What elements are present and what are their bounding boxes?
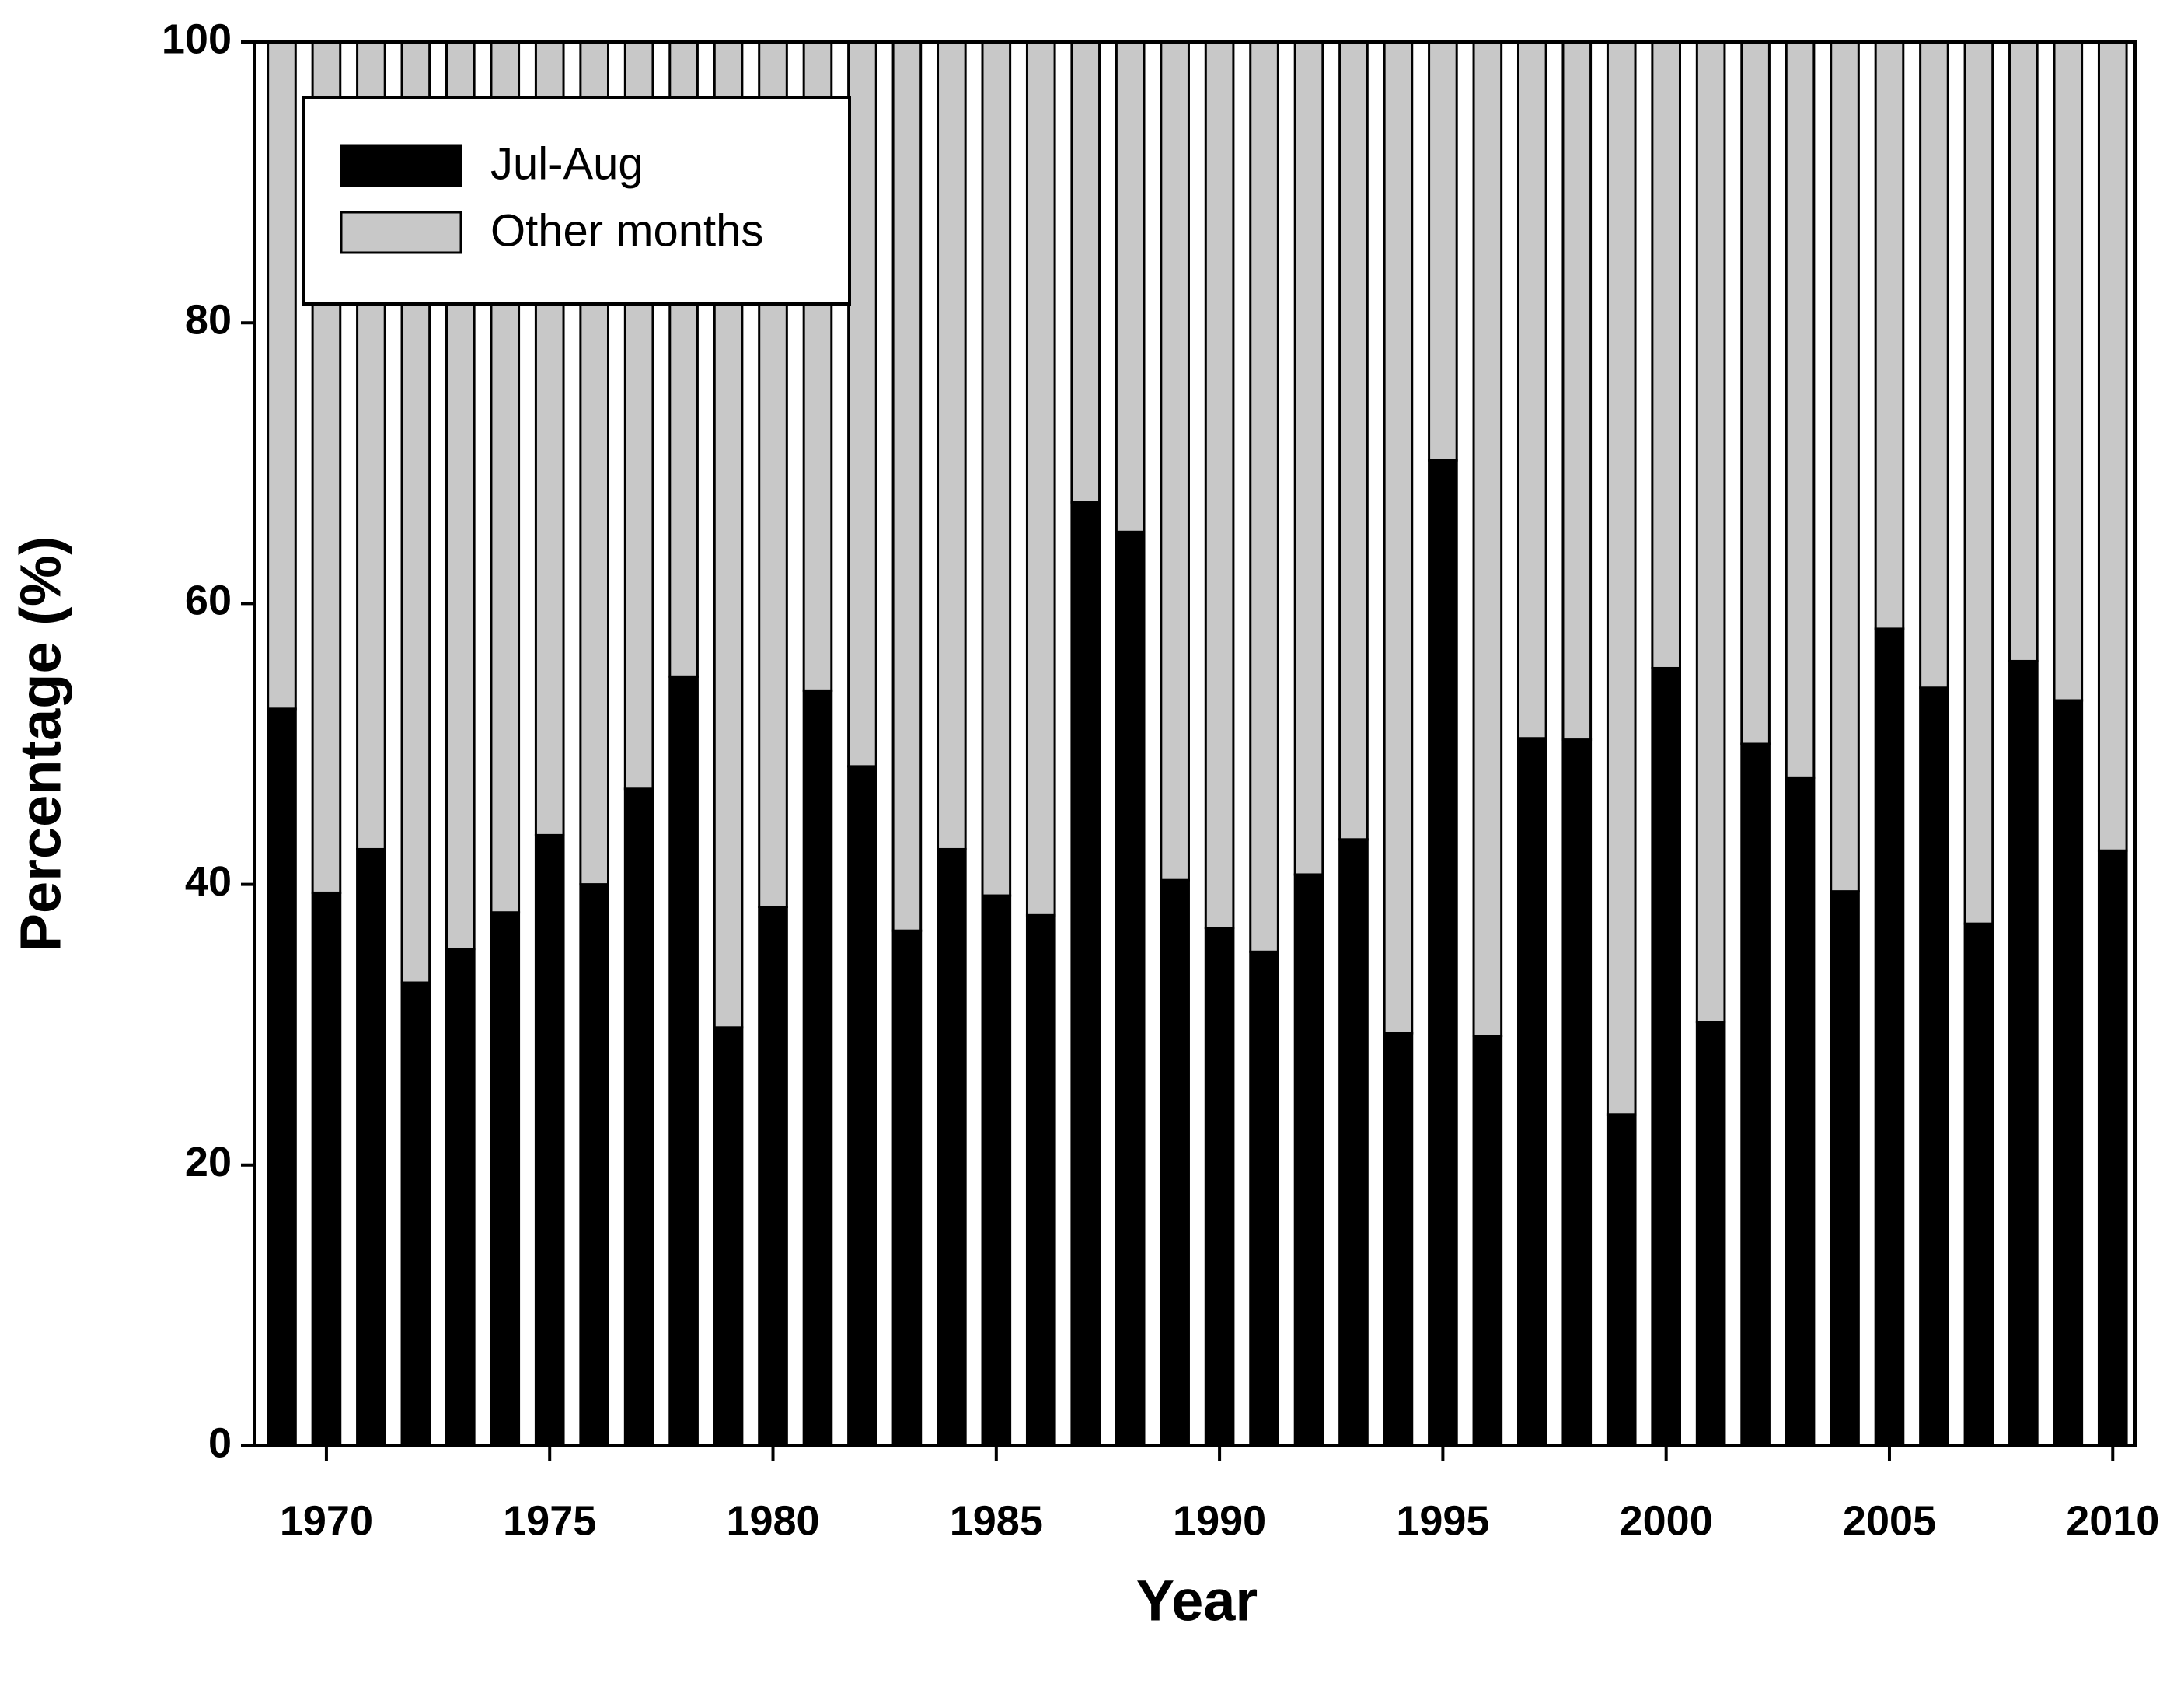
bar-segment (891, 929, 923, 1447)
bar-segment (1338, 40, 1369, 841)
bar-segment (1606, 40, 1637, 1116)
bar-segment (2008, 659, 2039, 1447)
bar-segment (445, 948, 476, 1447)
bar-segment (2097, 849, 2128, 1447)
bar-segment (847, 765, 877, 1447)
legend-swatch (340, 144, 462, 187)
bar-segment (1740, 742, 1771, 1447)
bar-segment (579, 883, 609, 1447)
bar-segment (1428, 40, 1458, 462)
bar-segment (1472, 40, 1503, 1038)
bar-segment (1695, 1021, 1726, 1447)
bar-segment (534, 833, 565, 1447)
bar-segment (267, 40, 297, 711)
bar-segment (1651, 666, 1681, 1447)
y-tick-label: 40 (185, 858, 232, 905)
bar-segment (668, 675, 699, 1447)
x-tick-label: 1985 (950, 1497, 1043, 1544)
bar-segment (1204, 40, 1235, 930)
x-tick-label: 1990 (1173, 1497, 1266, 1544)
legend-label: Other months (490, 205, 763, 256)
bar-segment (1785, 776, 1816, 1447)
bar-segment (1472, 1035, 1503, 1447)
bar-segment (847, 40, 877, 768)
bar-segment (1695, 40, 1726, 1024)
bar-segment (1070, 501, 1101, 1447)
bar-segment (1249, 40, 1279, 953)
bar-segment (1919, 40, 1949, 690)
bar-segment (1293, 873, 1324, 1447)
x-axis-title: Year (1136, 1569, 1258, 1633)
legend-box (302, 96, 851, 306)
bar-segment (1160, 40, 1190, 882)
y-axis-title: Percentage (%) (9, 536, 73, 952)
bar-segment (1516, 40, 1547, 740)
bar-segment (802, 689, 833, 1447)
bar-segment (1115, 530, 1146, 1447)
bar-segment (1115, 40, 1146, 533)
y-tick-label: 80 (185, 296, 232, 343)
bar-segment (981, 894, 1012, 1447)
bar-segment (267, 707, 297, 1447)
bar-segment (1963, 922, 1994, 1447)
bar-segment (1293, 40, 1324, 876)
bar-segment (713, 1026, 744, 1447)
bar-segment (400, 981, 431, 1447)
bar-segment (2053, 40, 2084, 702)
bar-segment (1070, 40, 1101, 504)
bar-segment (1785, 40, 1816, 779)
y-tick-label: 100 (162, 16, 232, 62)
bar-segment (1561, 40, 1593, 742)
bar-segment (891, 40, 923, 932)
bar-segment (1874, 40, 1905, 630)
x-tick-label: 1975 (503, 1497, 596, 1544)
x-tick-label: 1995 (1396, 1497, 1489, 1544)
bar-segment (1740, 40, 1771, 745)
bar-segment (1919, 686, 1949, 1447)
bar-segment (1025, 40, 1056, 917)
legend-label: Jul-Aug (490, 138, 644, 189)
bar-segment (1561, 738, 1593, 1447)
x-tick-label: 1980 (726, 1497, 819, 1544)
bar-segment (1160, 878, 1190, 1447)
x-tick-label: 2010 (2066, 1497, 2159, 1544)
y-tick-label: 0 (208, 1419, 232, 1466)
y-tick-label: 20 (185, 1139, 232, 1185)
bar-segment (2097, 40, 2128, 852)
x-tick-label: 2000 (1620, 1497, 1713, 1544)
bar-segment (623, 787, 654, 1447)
bar-segment (356, 847, 386, 1447)
bar-segment (1249, 950, 1279, 1447)
bar-segment (2053, 699, 2084, 1447)
bar-segment (981, 40, 1012, 897)
bar-segment (1025, 913, 1056, 1447)
bar-segment (937, 847, 967, 1447)
bar-segment (1963, 40, 1994, 925)
x-tick-label: 1970 (280, 1497, 373, 1544)
bar-segment (311, 891, 342, 1447)
bar-segment (490, 911, 521, 1447)
bar-segment (1516, 737, 1547, 1447)
bar-segment (1651, 40, 1681, 669)
bar-segment (2008, 40, 2039, 662)
bar-segment (1383, 1032, 1414, 1447)
bar-segment (1338, 838, 1369, 1447)
legend-swatch (340, 211, 462, 254)
x-tick-label: 2005 (1843, 1497, 1936, 1544)
bar-segment (1830, 40, 1860, 893)
bar-segment (758, 905, 788, 1447)
bar-segment (937, 40, 967, 850)
bar-segment (1874, 627, 1905, 1447)
bar-segment (1204, 927, 1235, 1447)
y-tick-label: 60 (185, 578, 232, 624)
plot-frame (253, 40, 2137, 1447)
bar-segment (1606, 1113, 1637, 1447)
bar-segment (1428, 459, 1458, 1447)
bar-segment (1383, 40, 1414, 1035)
bar-segment (1830, 890, 1860, 1447)
